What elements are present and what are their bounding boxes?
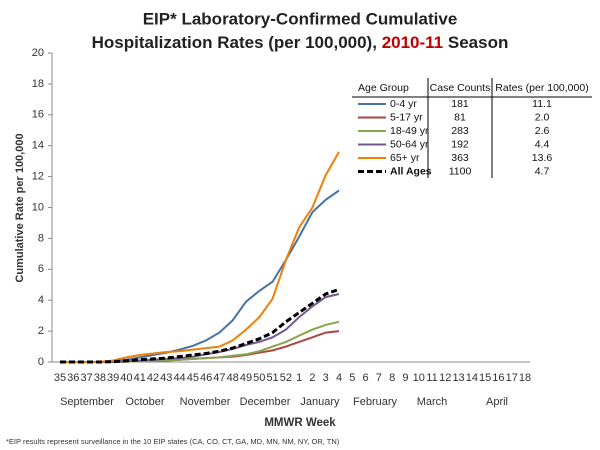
y-tick-label: 12 xyxy=(32,171,44,183)
rate: 2.6 xyxy=(535,125,550,137)
x-tick-label: 15 xyxy=(479,372,491,384)
series-line xyxy=(60,151,340,363)
legend-table: Age Group Case Counts Rates (per 100,000) 0… xyxy=(352,78,592,178)
x-tick-label: 13 xyxy=(452,372,464,384)
chart-title: Hospitalization Rates (per 100,000), 201… xyxy=(92,33,509,52)
series-line xyxy=(60,293,340,363)
y-tick-label: 2 xyxy=(38,325,44,337)
table-header: Age Group xyxy=(358,82,409,94)
x-tick-label: 17 xyxy=(506,372,518,384)
x-axis-label: MMWR Week xyxy=(264,417,336,429)
month-label: September xyxy=(60,396,114,408)
x-tick-label: 5 xyxy=(349,372,355,384)
rate: 4.7 xyxy=(535,165,550,177)
y-tick-label: 14 xyxy=(32,140,44,152)
case-count: 181 xyxy=(451,98,469,110)
x-tick-label: 43 xyxy=(160,372,172,384)
month-label: December xyxy=(240,396,291,408)
chart-title: EIP* Laboratory-Confirmed Cumulative xyxy=(143,9,458,28)
x-tick-label: 9 xyxy=(402,372,408,384)
title-part: Season xyxy=(448,33,508,52)
y-tick-label: 16 xyxy=(32,109,44,121)
x-tick-label: 38 xyxy=(94,372,106,384)
month-label: January xyxy=(300,396,340,408)
legend-label: 50-64 yr xyxy=(390,138,429,150)
y-tick-label: 8 xyxy=(38,232,44,244)
footnote: *EIP results represent surveillance in t… xyxy=(6,437,340,446)
x-tick-label: 39 xyxy=(107,372,119,384)
x-tick-label: 44 xyxy=(173,372,185,384)
title-part: Hospitalization Rates (per 100,000), xyxy=(92,33,377,52)
case-count: 1100 xyxy=(449,165,472,177)
x-tick-label: 50 xyxy=(253,372,265,384)
rate: 11.1 xyxy=(532,98,552,110)
rate: 4.4 xyxy=(535,138,550,150)
x-tick-label: 16 xyxy=(492,372,504,384)
x-tick-label: 52 xyxy=(280,372,292,384)
series-line xyxy=(60,287,340,364)
legend-label: All Ages xyxy=(390,165,432,177)
x-tick-label: 10 xyxy=(413,372,425,384)
x-tick-label: 2 xyxy=(309,372,315,384)
x-tick-label: 8 xyxy=(389,372,395,384)
x-tick-label: 37 xyxy=(80,372,92,384)
x-tick-label: 1 xyxy=(296,372,302,384)
x-tick-label: 18 xyxy=(519,372,531,384)
x-tick-label: 12 xyxy=(439,372,451,384)
y-tick-label: 4 xyxy=(38,294,44,306)
rate: 2.0 xyxy=(535,111,550,123)
x-tick-label: 42 xyxy=(147,372,159,384)
y-tick-label: 20 xyxy=(32,47,44,59)
month-label: April xyxy=(486,396,508,408)
table-header: Case Counts xyxy=(430,82,491,94)
x-tick-label: 49 xyxy=(240,372,252,384)
month-label: March xyxy=(417,396,448,408)
y-tick-label: 6 xyxy=(38,263,44,275)
x-tick-label: 45 xyxy=(187,372,199,384)
x-tick-label: 14 xyxy=(466,372,478,384)
month-label: November xyxy=(180,396,231,408)
case-count: 283 xyxy=(451,125,469,137)
case-count: 192 xyxy=(451,138,469,150)
x-tick-label: 46 xyxy=(200,372,212,384)
y-tick-label: 18 xyxy=(32,78,44,90)
x-tick-label: 47 xyxy=(213,372,225,384)
x-tick-label: 4 xyxy=(336,372,342,384)
x-tick-label: 7 xyxy=(376,372,382,384)
rate: 13.6 xyxy=(532,152,553,164)
y-tick-label: 10 xyxy=(32,201,44,213)
x-tick-label: 41 xyxy=(134,372,146,384)
y-axis-label: Cumulative Rate per 100,000 xyxy=(14,133,26,282)
x-tick-label: 3 xyxy=(323,372,329,384)
y-tick-label: 0 xyxy=(38,356,44,368)
case-count: 81 xyxy=(454,111,466,123)
legend-label: 0-4 yr xyxy=(390,98,417,110)
legend-label: 65+ yr xyxy=(390,152,420,164)
case-count: 363 xyxy=(451,152,469,164)
table-header: Rates (per 100,000) xyxy=(495,82,588,94)
month-label: February xyxy=(353,396,398,408)
x-tick-label: 11 xyxy=(426,372,437,384)
x-tick-label: 36 xyxy=(67,372,79,384)
x-tick-label: 40 xyxy=(120,372,132,384)
legend-label: 5-17 yr xyxy=(390,111,423,123)
title-highlight: 2010-11 xyxy=(382,33,443,52)
x-tick-label: 35 xyxy=(54,372,66,384)
x-tick-label: 51 xyxy=(266,372,278,384)
x-tick-label: 48 xyxy=(227,372,239,384)
legend-label: 18-49 yr xyxy=(390,125,429,137)
month-label: October xyxy=(125,396,164,408)
x-tick-label: 6 xyxy=(363,372,369,384)
